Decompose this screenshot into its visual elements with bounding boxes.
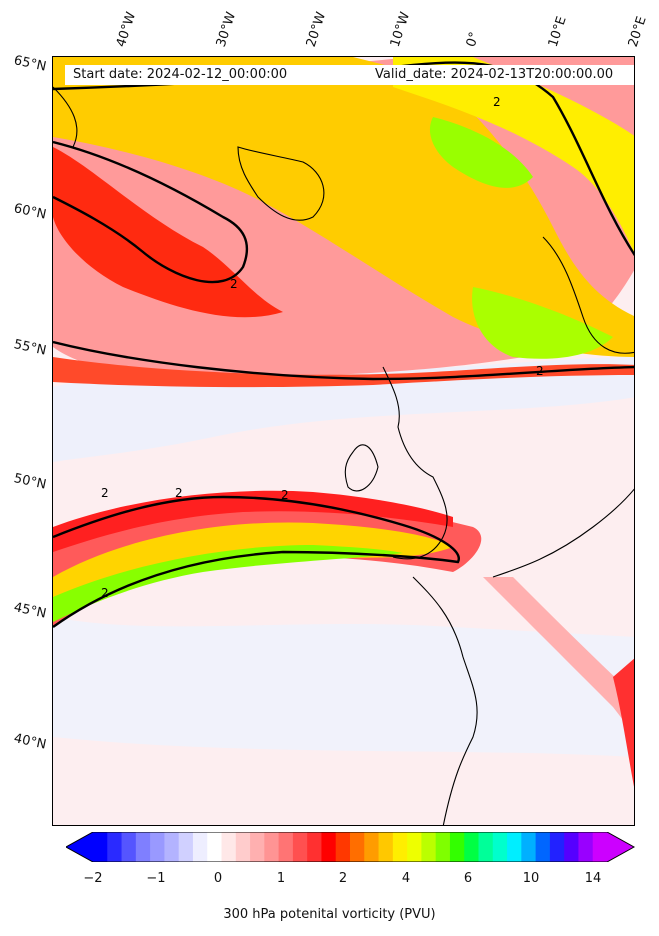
north-green-core [429, 117, 533, 188]
colorbar-segment [207, 832, 222, 862]
low-pv-south [53, 617, 634, 757]
colorbar-segment [264, 832, 280, 862]
colorbar-segment [535, 832, 551, 862]
colorbar-segment [464, 832, 479, 862]
colorbar-tick: 10 [522, 871, 540, 886]
colorbar-outline [66, 832, 636, 862]
lon-label: 10°W [387, 10, 414, 49]
pv2-contour-jet [53, 495, 460, 628]
north-red-west [53, 147, 283, 318]
colorbar-segment [192, 832, 208, 862]
colorbar-segment [549, 832, 565, 862]
colorbar-arrow-high [607, 832, 634, 862]
colorbar-segment [278, 832, 294, 862]
colorbar-segment [107, 832, 123, 862]
map-panel: 2 2 2 2 2 2 2 Start date: 2024-02-12_00:… [52, 56, 635, 826]
colorbar-segment [221, 832, 237, 862]
colorbar-tick: 6 [463, 871, 473, 886]
colorbar-segment [507, 832, 522, 862]
colorbar-segment [307, 832, 322, 862]
jet-streak-green [53, 545, 403, 622]
lon-label: 30°W [213, 10, 240, 49]
colorbar-tick: 0 [213, 871, 223, 886]
colorbar-tick: 4 [401, 871, 411, 886]
colorbar-segment [364, 832, 380, 862]
lat-label: 60°N [12, 201, 48, 223]
colorbar-segment [235, 832, 251, 862]
colorbar-tick: 14 [584, 871, 602, 886]
greenland-coast [53, 86, 78, 148]
colorbar-label: 300 hPa potenital vorticity (PVU) [223, 907, 436, 922]
pv-field-map: 2 2 2 2 2 2 2 [53, 57, 634, 825]
colorbar [66, 832, 636, 862]
colorbar-segment [121, 832, 137, 862]
lat-label: 50°N [12, 471, 48, 493]
colorbar-segment [578, 832, 594, 862]
north-yellow-high [393, 57, 634, 253]
colorbar-segment [378, 832, 394, 862]
contour-label: 2 [493, 95, 501, 109]
contour-label: 2 [175, 486, 183, 500]
lon-label: 40°W [113, 10, 140, 49]
valid-date-label: Valid_date: 2024-02-13T20:00:00.00 [375, 67, 614, 82]
colorbar-tick: −2 [83, 871, 103, 886]
europe-coast [492, 488, 634, 578]
colorbar-segment [478, 832, 494, 862]
colorbar-segment [407, 832, 422, 862]
colorbar-segment [321, 832, 337, 862]
ireland-coast [344, 444, 379, 492]
colorbar-segment [135, 832, 151, 862]
pv2-contour-south-of-ridge [53, 340, 634, 381]
colorbar-tick: −1 [146, 871, 166, 886]
colorbar-segment [449, 832, 465, 862]
colorbar-segment [250, 832, 265, 862]
colorbar-segment [335, 832, 351, 862]
lat-label: 55°N [12, 337, 48, 359]
colorbar-segment [521, 832, 537, 862]
colorbar-tick: 2 [338, 871, 348, 886]
north-green-east [472, 287, 613, 359]
start-date-label: Start date: 2024-02-12_00:00:00 [73, 67, 288, 82]
lon-label: 20°E [625, 14, 650, 50]
lon-label: 10°E [545, 14, 570, 50]
colorbar-segment [392, 832, 408, 862]
contour-label: 2 [536, 364, 544, 378]
colorbar-arrow-low [66, 832, 93, 862]
contour-label: 2 [101, 486, 109, 500]
contour-label: 2 [101, 586, 109, 600]
colorbar-tick: 1 [276, 871, 286, 886]
north-yellow-band [53, 57, 634, 357]
lat-label: 45°N [12, 600, 48, 622]
contour-label: 2 [281, 488, 289, 502]
colorbar-segment [350, 832, 365, 862]
colorbar-segment [592, 832, 608, 862]
lat-label: 40°N [12, 731, 48, 753]
southeast-red [613, 658, 634, 787]
british-isles-coast [382, 366, 448, 560]
norway-coast [542, 236, 634, 354]
colorbar-segment [178, 832, 194, 862]
lat-label: 65°N [12, 53, 48, 75]
colorbar-segment [492, 832, 508, 862]
colorbar-segment [292, 832, 308, 862]
contour-label: 2 [230, 277, 238, 291]
jet-streak-yellow [53, 522, 453, 617]
iceland-coast [237, 146, 325, 221]
jet-edge [53, 357, 634, 388]
colorbar-segment [164, 832, 180, 862]
pv2-contour-west [53, 140, 249, 284]
colorbar-segment [93, 832, 108, 862]
lon-label: 0° [463, 30, 483, 49]
colorbar-segment [564, 832, 579, 862]
colorbar-segment [421, 832, 437, 862]
iberia-france-coast [412, 576, 478, 825]
colorbar-segment [150, 832, 165, 862]
colorbar-segment [435, 832, 451, 862]
lon-label: 20°W [303, 10, 330, 49]
info-bar [65, 65, 634, 85]
